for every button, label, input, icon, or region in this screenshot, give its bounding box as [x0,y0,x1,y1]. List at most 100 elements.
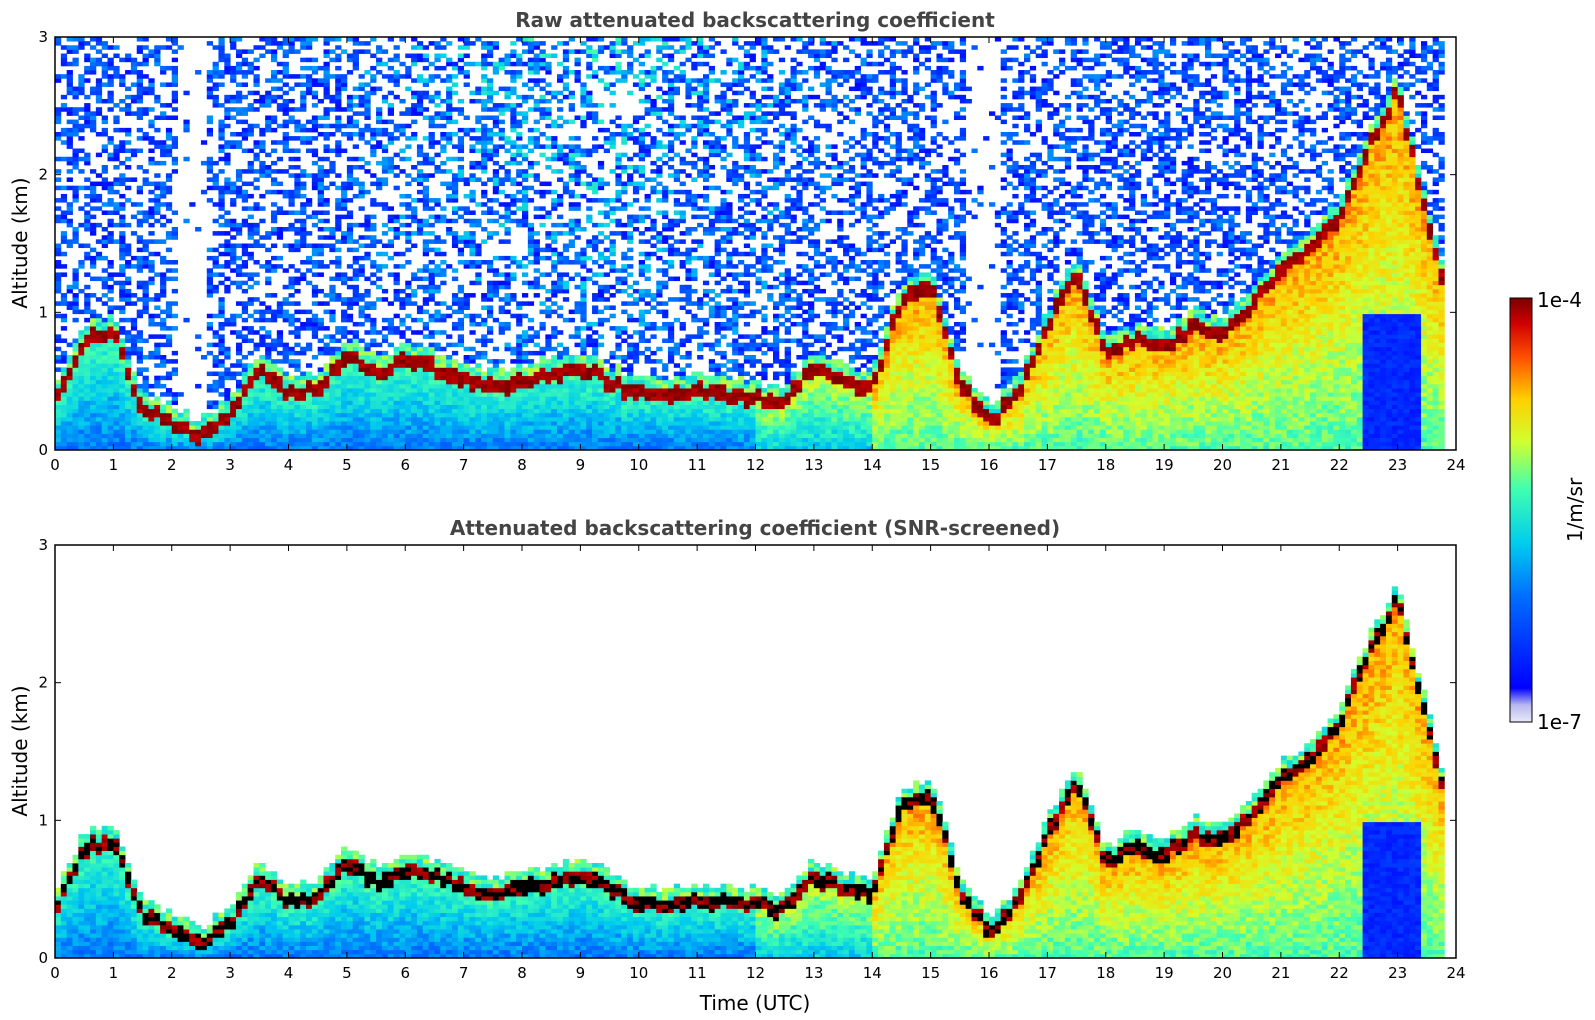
heatmap-cell [411,177,417,182]
heatmap-cell [102,338,108,343]
heatmap-cell [160,111,166,116]
heatmap-cell [207,293,213,298]
heatmap-cell [230,429,236,434]
heatmap-cell [143,396,149,401]
heatmap-cell [499,305,505,310]
heatmap-cell [464,54,470,59]
heatmap-cell [434,74,440,79]
heatmap-cell [160,285,166,290]
heatmap-cell [504,206,510,211]
heatmap-cell [125,107,131,112]
heatmap-cell [364,347,370,352]
heatmap-cell [446,417,452,422]
heatmap-cell [423,244,429,249]
heatmap-cell [446,169,452,174]
heatmap-cell [399,347,405,352]
heatmap-cell [347,223,353,228]
heatmap-cell [341,334,347,339]
heatmap-cell [108,182,114,187]
heatmap-cell [481,115,487,120]
heatmap-cell [452,66,458,71]
heatmap-cell [388,227,394,232]
heatmap-cell [446,103,452,108]
heatmap-cell [148,120,154,125]
heatmap-cell [493,161,499,166]
heatmap-cell [504,264,510,269]
heatmap-cell [452,62,458,67]
heatmap-cell [376,49,382,54]
heatmap-cell [73,396,79,401]
heatmap-cell [504,231,510,236]
heatmap-cell [510,400,516,405]
heatmap-cell [429,429,435,434]
heatmap-cell [183,91,189,96]
heatmap-cell [411,91,417,96]
heatmap-cell [289,376,295,381]
heatmap-cell [283,227,289,232]
heatmap-cell [213,95,219,100]
heatmap-cell [569,153,575,158]
heatmap-cell [119,223,125,228]
heatmap-cell [481,132,487,137]
heatmap-cell [341,409,347,414]
heatmap-cell [131,409,137,414]
heatmap-cell [510,144,516,149]
heatmap-cell [569,144,575,149]
heatmap-cell [271,384,277,389]
heatmap-cell [207,115,213,120]
heatmap-cell [557,355,563,360]
heatmap-cell [364,103,370,108]
heatmap-cell [499,322,505,327]
heatmap-cell [90,227,96,232]
heatmap-cell [347,363,353,368]
heatmap-cell [405,409,411,414]
heatmap-cell [329,182,335,187]
heatmap-cell [399,124,405,129]
heatmap-cell [516,182,522,187]
heatmap-cell [166,334,172,339]
heatmap-cell [469,165,475,170]
heatmap-cell [289,380,295,385]
heatmap-cell [213,99,219,104]
heatmap-cell [563,392,569,397]
heatmap-cell [452,219,458,224]
heatmap-cell [236,396,242,401]
heatmap-cell [440,384,446,389]
heatmap-cell [452,322,458,327]
heatmap-cell [108,372,114,377]
heatmap-cell [434,413,440,418]
heatmap-cell [475,62,481,67]
heatmap-cell [335,215,341,220]
heatmap-cell [586,372,592,377]
heatmap-cell [137,367,143,372]
heatmap-cell [96,99,102,104]
heatmap-cell [248,297,254,302]
heatmap-cell [563,405,569,410]
heatmap-cell [84,433,90,438]
heatmap-cell [575,417,581,422]
heatmap-cell [528,78,534,83]
heatmap-cell [487,140,493,145]
heatmap-cell [429,120,435,125]
heatmap-cell [370,417,376,422]
heatmap-cell [417,91,423,96]
heatmap-cell [487,78,493,83]
heatmap-cell [510,293,516,298]
heatmap-cell [446,405,452,410]
heatmap-cell [96,198,102,203]
heatmap-cell [394,54,400,59]
heatmap-cell [493,293,499,298]
heatmap-cell [499,256,505,261]
heatmap-cell [563,396,569,401]
heatmap-cell [382,334,388,339]
heatmap-cell [569,231,575,236]
heatmap-cell [67,219,73,224]
heatmap-cell [504,413,510,418]
heatmap-cell [341,239,347,244]
heatmap-cell [283,169,289,174]
heatmap-cell [55,347,61,352]
heatmap-cell [347,347,353,352]
heatmap-cell [376,62,382,67]
heatmap-cell [388,380,394,385]
heatmap-cell [575,260,581,265]
